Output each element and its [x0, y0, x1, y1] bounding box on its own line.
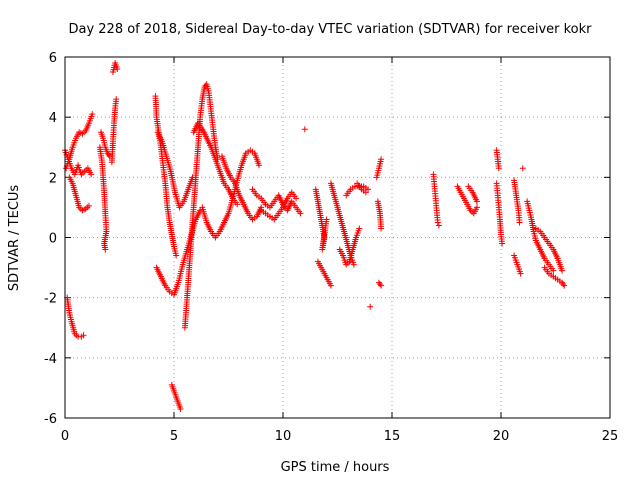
data-point: [378, 225, 385, 232]
data-point: [550, 267, 557, 274]
ticks: 0 5 10 15 20 25 -6 -4 -2 0 2 4 6: [44, 51, 618, 444]
data-point: [474, 198, 481, 205]
data-point: [88, 171, 95, 178]
x-tick-label: 5: [170, 429, 178, 444]
x-tick-label: 0: [61, 429, 69, 444]
y-tick-label: 2: [49, 171, 57, 186]
y-tick-label: 4: [49, 111, 57, 126]
data-point: [474, 204, 481, 211]
data-point: [559, 267, 566, 274]
data-point: [362, 189, 369, 196]
data-point: [256, 162, 263, 169]
data-point: [365, 186, 372, 193]
y-tick-label: -6: [44, 412, 57, 427]
data-point: [356, 225, 363, 232]
data-point: [327, 282, 334, 289]
data-point: [499, 240, 506, 247]
y-tick-label: 0: [49, 232, 57, 247]
data-point: [197, 207, 204, 214]
data-point: [435, 222, 442, 229]
data-point: [102, 246, 109, 253]
x-tick-label: 15: [384, 429, 401, 444]
data-point: [301, 126, 308, 133]
grid: [64, 56, 611, 419]
data-point: [516, 219, 523, 226]
x-axis-label: GPS time / hours: [281, 460, 390, 475]
data-point: [377, 281, 384, 288]
y-tick-label: -2: [44, 292, 57, 307]
x-tick-label: 20: [493, 429, 510, 444]
data-series-sdtvar: [62, 60, 568, 412]
x-tick-label: 25: [602, 429, 619, 444]
data-point: [561, 282, 568, 289]
chart-title: Day 228 of 2018, Sidereal Day-to-day VTE…: [68, 22, 592, 37]
data-point: [177, 405, 184, 412]
data-point: [80, 332, 87, 339]
data-point: [517, 270, 524, 277]
data-point: [85, 202, 92, 209]
data-point: [293, 195, 300, 202]
data-point: [378, 156, 385, 163]
data-point: [113, 96, 120, 103]
data-point: [560, 281, 567, 288]
data-point: [350, 261, 357, 268]
data-point: [378, 282, 385, 289]
y-axis-label: SDTVAR / TECUs: [7, 185, 22, 292]
data-point: [367, 303, 374, 310]
data-point: [173, 252, 180, 259]
y-tick-label: -4: [44, 352, 57, 367]
y-tick-label: 6: [49, 51, 57, 66]
plot-frame: [64, 56, 611, 419]
data-point: [297, 210, 304, 217]
data-point: [495, 165, 502, 172]
data-point: [234, 201, 241, 208]
data-point: [519, 165, 526, 172]
x-tick-label: 10: [275, 429, 292, 444]
data-point: [323, 216, 330, 223]
data-point: [434, 219, 441, 226]
data-point: [89, 111, 96, 118]
data-point: [114, 66, 121, 73]
